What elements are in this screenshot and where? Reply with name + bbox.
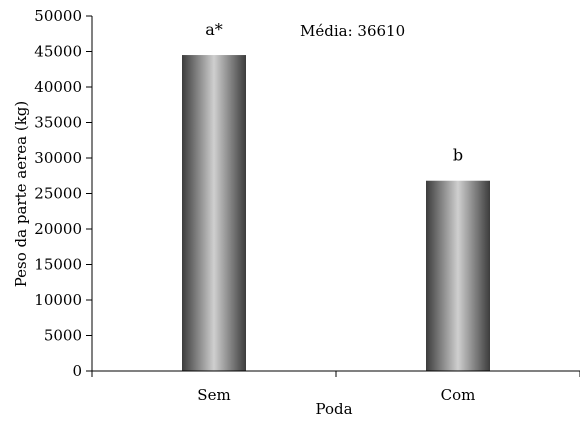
y-tick-label: 35000	[34, 114, 82, 132]
y-tick-label: 50000	[34, 7, 82, 25]
x-ticks-group: Sem Com	[91, 371, 580, 404]
y-ticks-group: 0 5000 10000 15000 20000 25000 30000 35000 40000…	[34, 7, 92, 380]
bar-com	[426, 180, 490, 371]
mean-annotation: Média: 36610	[300, 22, 405, 40]
x-tick-label: Com	[441, 386, 476, 404]
y-tick-label: 40000	[34, 78, 82, 96]
bar-significance-label: a*	[205, 20, 223, 39]
y-tick-label: 45000	[34, 43, 82, 61]
y-axis-title: Peso da parte aerea (kg)	[12, 101, 30, 287]
y-tick-label: 25000	[34, 185, 82, 203]
bar-labels-group: a* b	[205, 20, 463, 165]
bars-group	[182, 55, 490, 372]
y-tick-label: 10000	[34, 291, 82, 309]
y-tick-label: 30000	[34, 149, 82, 167]
y-tick-label: 15000	[34, 256, 82, 274]
y-tick-label: 5000	[44, 327, 82, 345]
y-tick-label: 0	[72, 362, 82, 380]
bar-sem	[182, 55, 246, 372]
y-tick-label: 20000	[34, 220, 82, 238]
x-axis-title: Poda	[315, 400, 352, 418]
x-tick-label: Sem	[197, 386, 230, 404]
bar-significance-label: b	[453, 146, 463, 165]
